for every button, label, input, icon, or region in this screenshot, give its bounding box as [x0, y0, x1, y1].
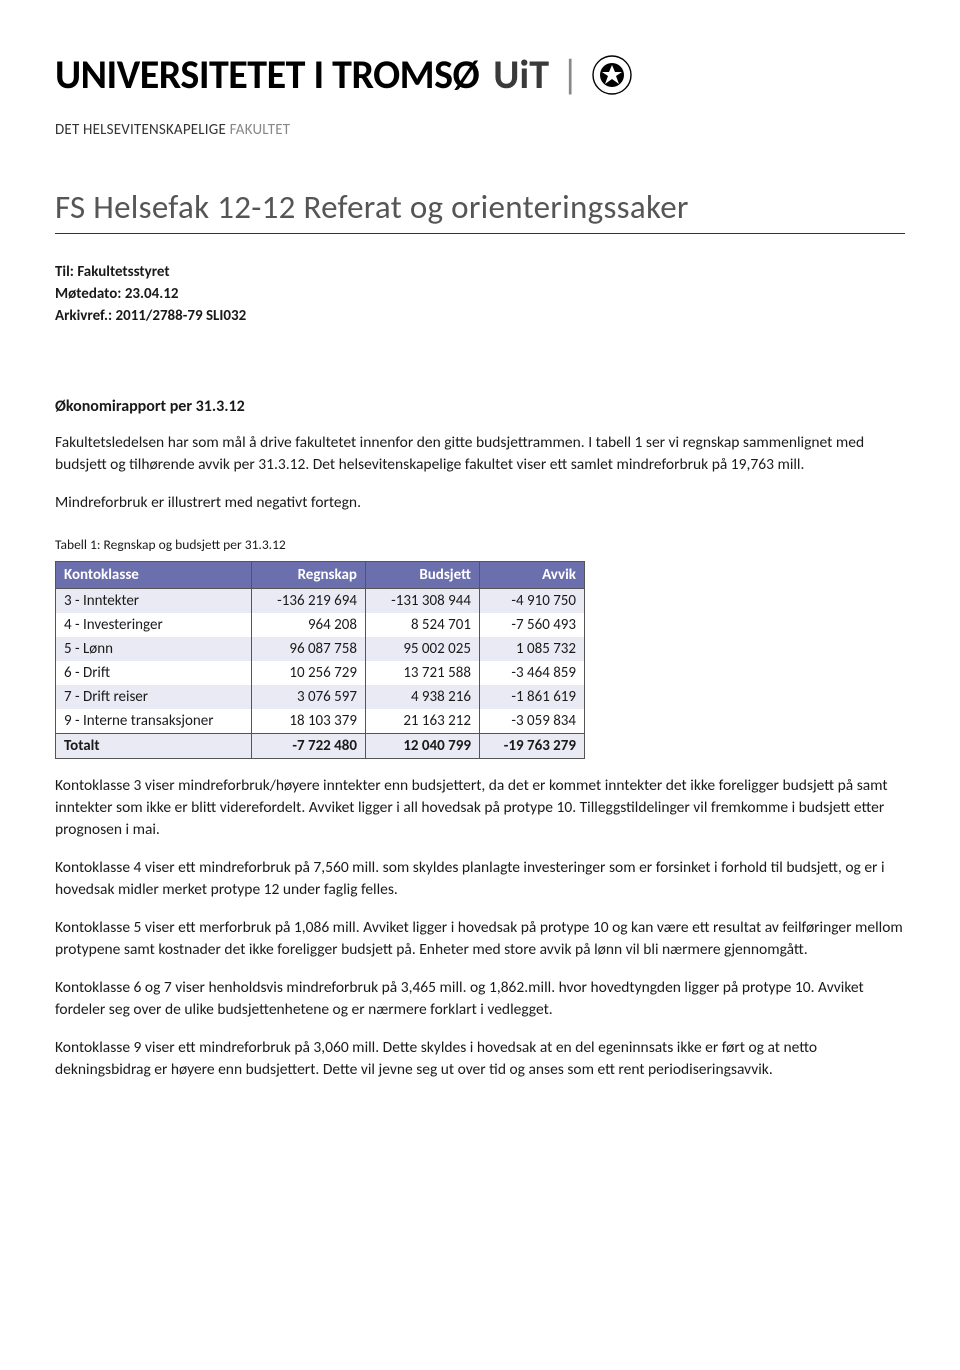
table-cell: 95 002 025: [365, 637, 479, 661]
table-cell: -136 219 694: [252, 589, 366, 614]
table-header-cell: Kontoklasse: [56, 562, 252, 589]
body-paragraph: Kontoklasse 4 viser ett mindreforbruk på…: [55, 857, 905, 901]
table-cell: -3 464 859: [479, 661, 584, 685]
university-seal-icon: [591, 54, 633, 96]
table-cell: 9 - Interne transaksjoner: [56, 709, 252, 734]
table-row: 9 - Interne transaksjoner18 103 37921 16…: [56, 709, 585, 734]
table-total-cell: -7 722 480: [252, 734, 366, 759]
table-cell: -1 861 619: [479, 685, 584, 709]
table-head: KontoklasseRegnskapBudsjettAvvik: [56, 562, 585, 589]
faculty-line: DET HELSEVITENSKAPELIGE FAKULTET: [55, 121, 905, 139]
brand-i: i: [519, 50, 529, 99]
brand-u: U: [493, 50, 519, 99]
table-cell: -4 910 750: [479, 589, 584, 614]
body-paragraph: Kontoklasse 6 og 7 viser henholdsvis min…: [55, 977, 905, 1021]
faculty-light: FAKULTET: [230, 121, 291, 139]
body-paragraph: Kontoklasse 5 viser ett merforbruk på 1,…: [55, 917, 905, 961]
table-row: 3 - Inntekter-136 219 694-131 308 944-4 …: [56, 589, 585, 614]
faculty-bold: DET HELSEVITENSKAPELIGE: [55, 121, 230, 139]
body-paragraph: Kontoklasse 9 viser ett mindreforbruk på…: [55, 1037, 905, 1081]
brand-header: UNIVERSITETET I TROMSØ UiT |: [55, 50, 905, 99]
brand-uit: UiT: [493, 50, 549, 99]
table-cell: -7 560 493: [479, 613, 584, 637]
table-cell: 96 087 758: [252, 637, 366, 661]
table-header-cell: Avvik: [479, 562, 584, 589]
table-total-cell: Totalt: [56, 734, 252, 759]
table-row: 6 - Drift10 256 72913 721 588-3 464 859: [56, 661, 585, 685]
table-caption: Tabell 1: Regnskap og budsjett per 31.3.…: [55, 536, 905, 553]
table-cell: -3 059 834: [479, 709, 584, 734]
table-header-cell: Budsjett: [365, 562, 479, 589]
table-cell: 5 - Lønn: [56, 637, 252, 661]
table-cell: 4 938 216: [365, 685, 479, 709]
meta-date: Møtedato: 23.04.12: [55, 284, 905, 306]
table-cell: 18 103 379: [252, 709, 366, 734]
finance-table: KontoklasseRegnskapBudsjettAvvik 3 - Inn…: [55, 561, 585, 759]
table-cell: 21 163 212: [365, 709, 479, 734]
table-cell: 8 524 701: [365, 613, 479, 637]
table-cell: 10 256 729: [252, 661, 366, 685]
table-header-cell: Regnskap: [252, 562, 366, 589]
brand-name: UNIVERSITETET I TROMSØ: [55, 50, 479, 99]
section-heading: Økonomirapport per 31.3.12: [55, 397, 905, 416]
meta-block: Til: Fakultetsstyret Møtedato: 23.04.12 …: [55, 262, 905, 327]
intro-paragraph-2: Mindreforbruk er illustrert med negativt…: [55, 492, 905, 514]
table-total-row: Totalt-7 722 48012 040 799-19 763 279: [56, 734, 585, 759]
body-paragraph: Kontoklasse 3 viser mindreforbruk/høyere…: [55, 775, 905, 841]
table-cell: 1 085 732: [479, 637, 584, 661]
brand-t: T: [529, 50, 549, 99]
meta-to: Til: Fakultetsstyret: [55, 262, 905, 284]
brand-divider: |: [561, 50, 579, 99]
table-body: 3 - Inntekter-136 219 694-131 308 944-4 …: [56, 589, 585, 759]
table-row: 4 - Investeringer964 2088 524 701-7 560 …: [56, 613, 585, 637]
table-cell: -131 308 944: [365, 589, 479, 614]
document-title: FS Helsefak 12-12 Referat og orientering…: [55, 187, 905, 234]
table-row: 7 - Drift reiser3 076 5974 938 216-1 861…: [56, 685, 585, 709]
table-cell: 6 - Drift: [56, 661, 252, 685]
table-cell: 7 - Drift reiser: [56, 685, 252, 709]
table-row: 5 - Lønn96 087 75895 002 0251 085 732: [56, 637, 585, 661]
table-cell: 13 721 588: [365, 661, 479, 685]
table-total-cell: -19 763 279: [479, 734, 584, 759]
meta-ref: Arkivref.: 2011/2788-79 SLI032: [55, 306, 905, 328]
intro-paragraph-1: Fakultetsledelsen har som mål å drive fa…: [55, 432, 905, 476]
table-total-cell: 12 040 799: [365, 734, 479, 759]
table-cell: 964 208: [252, 613, 366, 637]
table-cell: 3 076 597: [252, 685, 366, 709]
table-cell: 4 - Investeringer: [56, 613, 252, 637]
table-cell: 3 - Inntekter: [56, 589, 252, 614]
